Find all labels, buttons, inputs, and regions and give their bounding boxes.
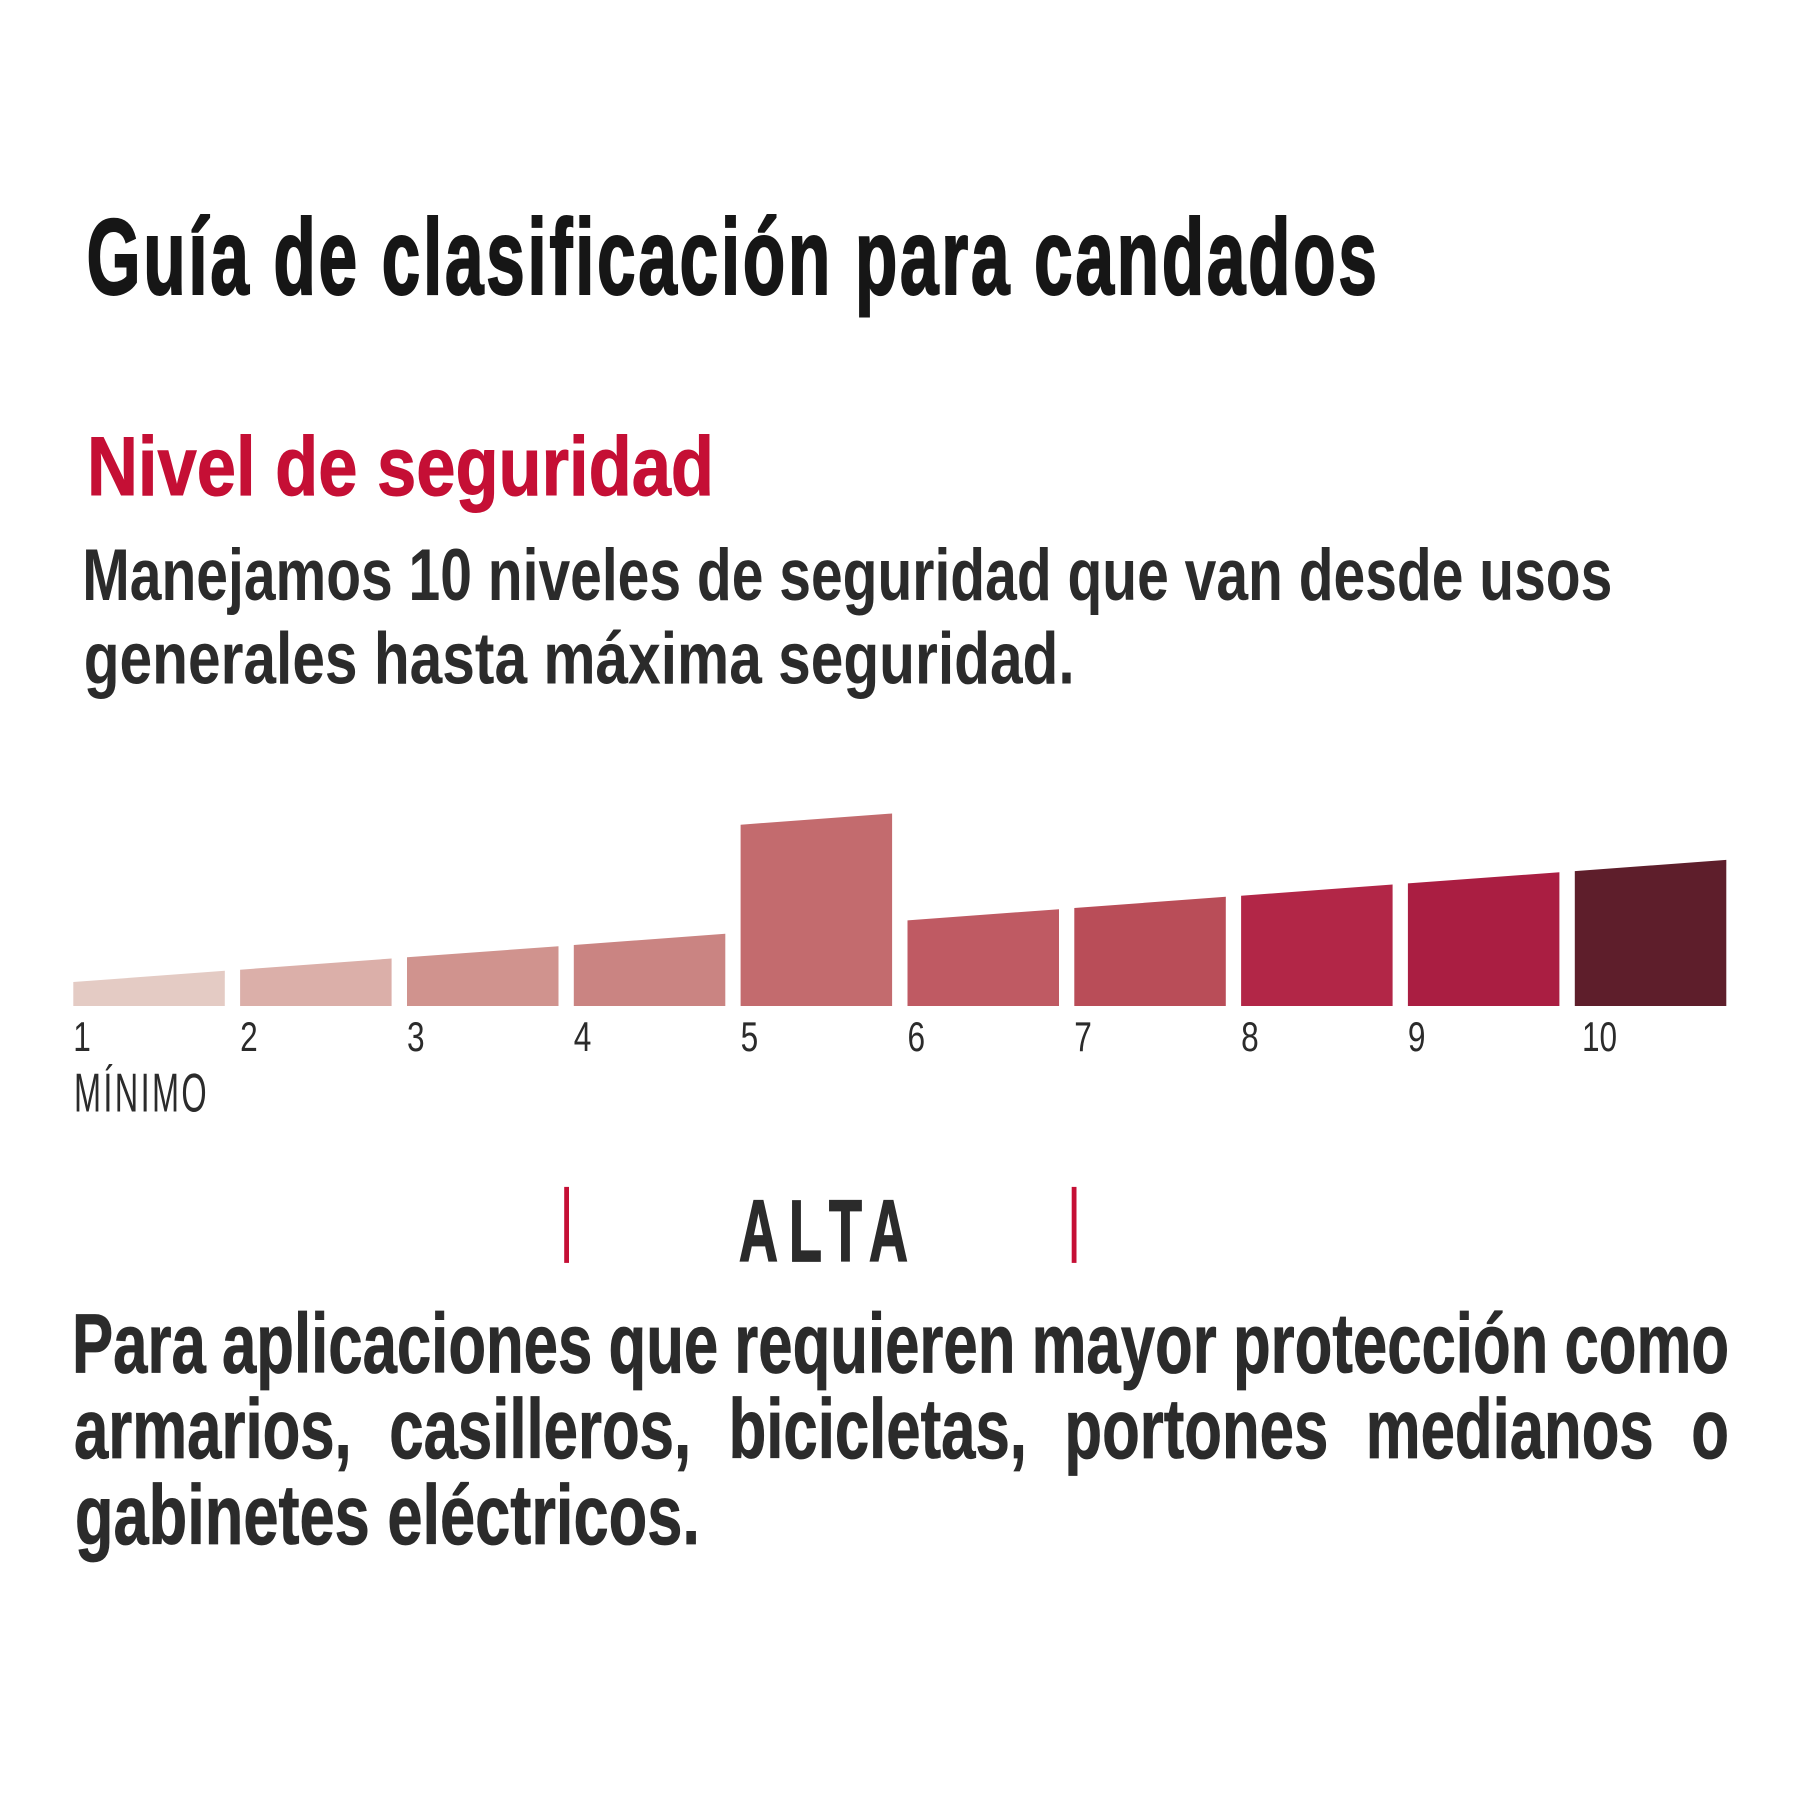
svg-text:Guía de clasificación para can: Guía de clasificación para candados bbox=[87, 197, 1380, 317]
svg-text:casilleros,: casilleros, bbox=[389, 1381, 691, 1476]
svg-text:Para: Para bbox=[72, 1296, 206, 1391]
svg-text:armarios,: armarios, bbox=[74, 1381, 352, 1476]
svg-text:4: 4 bbox=[574, 1014, 592, 1060]
svg-text:3: 3 bbox=[407, 1014, 425, 1060]
svg-text:requieren: requieren bbox=[734, 1296, 1015, 1391]
svg-text:mayor: mayor bbox=[1032, 1296, 1217, 1391]
svg-text:portones: portones bbox=[1064, 1381, 1328, 1476]
svg-text:medianos: medianos bbox=[1366, 1381, 1654, 1476]
svg-text:Nivel de seguridad: Nivel de seguridad bbox=[87, 420, 714, 513]
svg-text:protección: protección bbox=[1233, 1296, 1548, 1391]
svg-text:Manejamos 10 niveles de seguri: Manejamos 10 niveles de seguridad que va… bbox=[82, 535, 1612, 616]
svg-text:ALTA: ALTA bbox=[739, 1182, 919, 1280]
svg-text:aplicaciones: aplicaciones bbox=[222, 1296, 592, 1391]
svg-text:5: 5 bbox=[741, 1014, 759, 1060]
svg-text:como: como bbox=[1565, 1296, 1730, 1391]
svg-text:gabinetes eléctricos.: gabinetes eléctricos. bbox=[75, 1467, 700, 1562]
svg-text:que: que bbox=[609, 1296, 719, 1391]
svg-text:6: 6 bbox=[908, 1014, 926, 1060]
svg-text:10: 10 bbox=[1582, 1014, 1617, 1060]
svg-text:1: 1 bbox=[73, 1014, 91, 1060]
svg-text:bicicletas,: bicicletas, bbox=[729, 1381, 1027, 1476]
svg-text:8: 8 bbox=[1241, 1014, 1259, 1060]
svg-text:9: 9 bbox=[1408, 1014, 1426, 1060]
svg-text:2: 2 bbox=[240, 1014, 258, 1060]
svg-text:generales hasta máxima segurid: generales hasta máxima seguridad. bbox=[84, 619, 1075, 700]
svg-text:MÍNIMO: MÍNIMO bbox=[74, 1062, 209, 1124]
svg-text:o: o bbox=[1691, 1381, 1729, 1476]
svg-text:7: 7 bbox=[1074, 1014, 1092, 1060]
